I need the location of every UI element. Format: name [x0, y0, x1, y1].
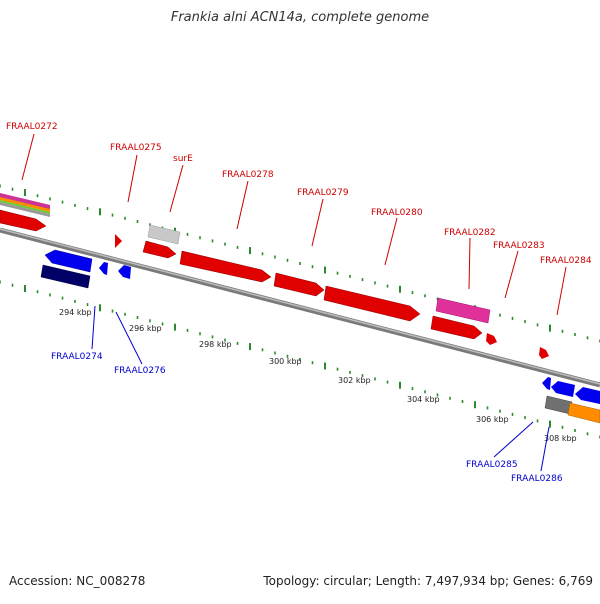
- label-fraal0279[interactable]: FRAAL0279: [297, 188, 349, 198]
- forward-genes: [0, 209, 549, 359]
- feature-grey-sure[interactable]: [147, 224, 181, 245]
- label-fraal0284[interactable]: FRAAL0284: [540, 256, 592, 266]
- genome-backbone: [0, 227, 600, 388]
- gene-small-fwd-1[interactable]: [115, 234, 122, 248]
- genome-backbone-highlight: [0, 228, 600, 385]
- tick-label-306: 306 kbp: [476, 415, 509, 424]
- gene-fraal0283[interactable]: [486, 333, 497, 345]
- forward-gene-labels: FRAAL0272 FRAAL0275 surE FRAAL0278 FRAAL…: [6, 122, 592, 266]
- gene-sure[interactable]: [142, 240, 177, 259]
- tick-label-308: 308 kbp: [544, 434, 577, 443]
- tick-label-304: 304 kbp: [407, 395, 440, 404]
- reverse-gene-labels: FRAAL0274 FRAAL0276 FRAAL0285 FRAAL0286: [51, 352, 563, 484]
- gene-fraal0280[interactable]: [323, 285, 421, 322]
- feature-magenta-0282[interactable]: [435, 297, 491, 324]
- label-fraal0285[interactable]: FRAAL0285: [466, 460, 518, 470]
- feature-stack-left[interactable]: [0, 193, 50, 217]
- gene-fraal0274[interactable]: [44, 249, 93, 273]
- gene-fraal0272[interactable]: [0, 209, 47, 232]
- gene-fraal0285[interactable]: [551, 381, 575, 397]
- feature-orange-0286[interactable]: [567, 402, 600, 424]
- label-fraal0286[interactable]: FRAAL0286: [511, 474, 563, 484]
- tick-label-302: 302 kbp: [338, 376, 371, 385]
- label-sure[interactable]: surE: [173, 154, 193, 164]
- leader-lines: [21, 133, 567, 472]
- tick-label-296: 296 kbp: [129, 324, 162, 333]
- label-fraal0272[interactable]: FRAAL0272: [6, 122, 58, 132]
- feature-grey-0285[interactable]: [544, 395, 573, 415]
- gene-small-rev-2[interactable]: [542, 377, 551, 390]
- gene-fraal0278[interactable]: [179, 250, 272, 283]
- label-fraal0274[interactable]: FRAAL0274: [51, 352, 103, 362]
- accession-text: Accession: NC_008278: [9, 574, 146, 588]
- label-fraal0275[interactable]: FRAAL0275: [110, 143, 162, 153]
- gene-small-rev-1[interactable]: [99, 262, 108, 275]
- gene-fraal0282[interactable]: [430, 315, 483, 340]
- gene-rev-right[interactable]: [575, 387, 600, 404]
- lower-tick-track: [0, 280, 600, 439]
- label-fraal0278[interactable]: FRAAL0278: [222, 170, 274, 180]
- map-title: Frankia alni ACN14a, complete genome: [170, 10, 430, 25]
- label-fraal0282[interactable]: FRAAL0282: [444, 228, 496, 238]
- reverse-genes: [40, 249, 600, 424]
- scale-labels: 294 kbp 296 kbp 298 kbp 300 kbp 302 kbp …: [59, 308, 577, 443]
- label-fraal0280[interactable]: FRAAL0280: [371, 208, 423, 218]
- gene-fraal0274-dark[interactable]: [40, 264, 91, 289]
- tick-label-294: 294 kbp: [59, 308, 92, 317]
- gene-fraal0284[interactable]: [539, 347, 549, 359]
- tick-label-298: 298 kbp: [199, 340, 232, 349]
- gene-fraal0279[interactable]: [273, 272, 325, 297]
- gene-fraal0276[interactable]: [118, 265, 131, 279]
- label-fraal0283[interactable]: FRAAL0283: [493, 241, 545, 251]
- genome-stats-text: Topology: circular; Length: 7,497,934 bp…: [263, 574, 593, 588]
- label-fraal0276[interactable]: FRAAL0276: [114, 366, 166, 376]
- tick-label-300: 300 kbp: [269, 357, 302, 366]
